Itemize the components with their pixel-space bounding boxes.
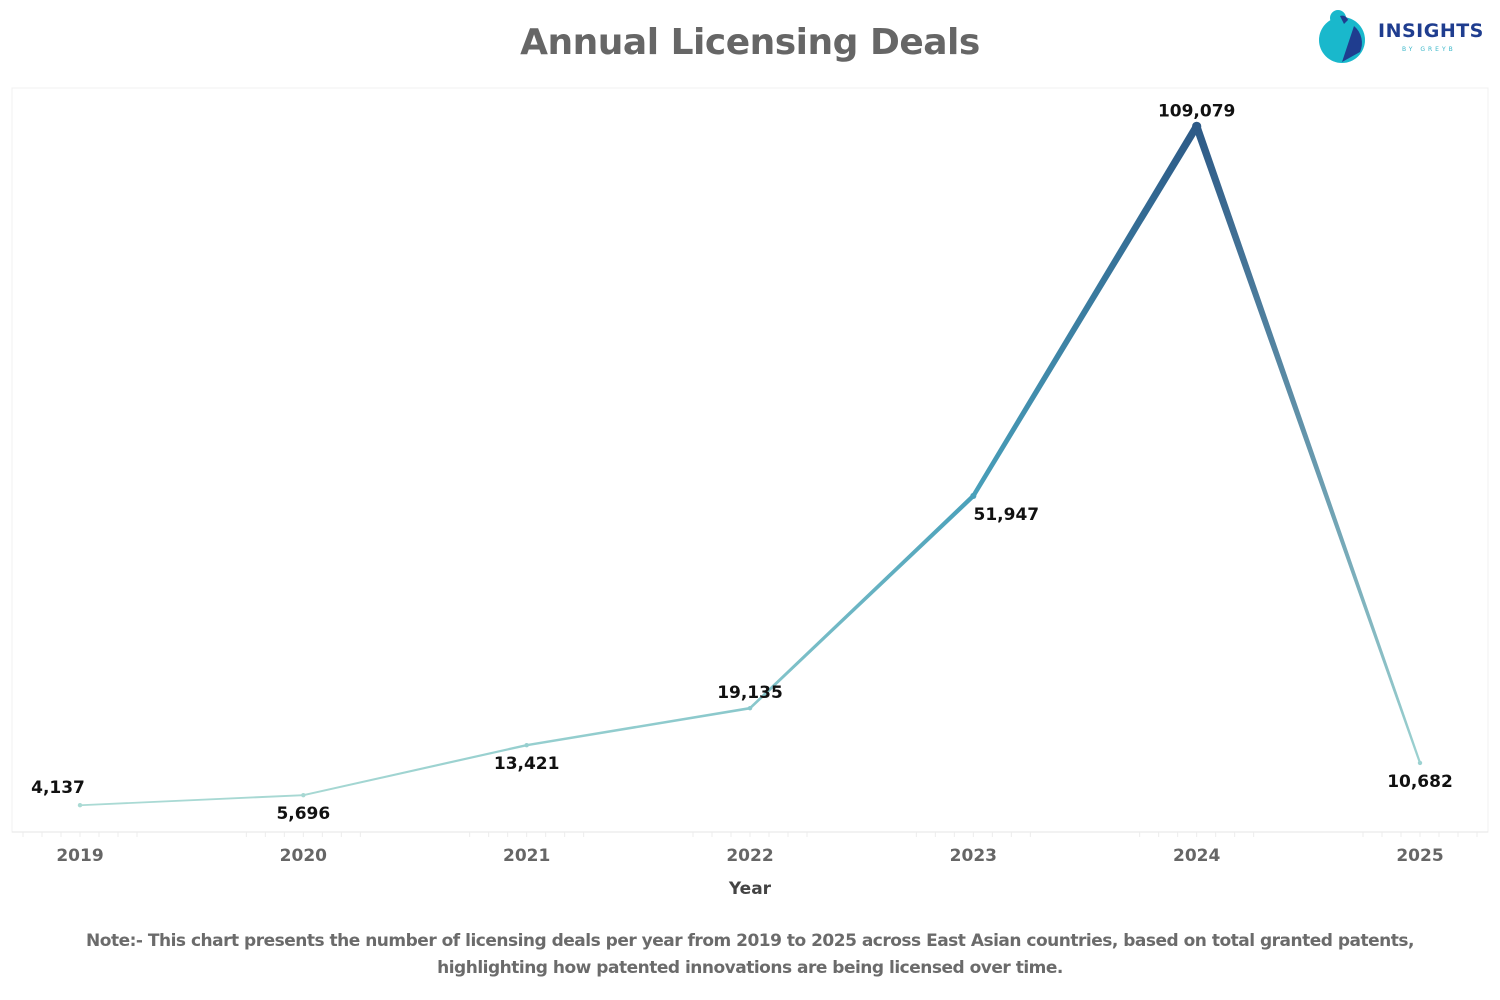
- chart-title: Annual Licensing Deals: [520, 22, 980, 63]
- line-segment-2021-2022: [526, 706, 751, 747]
- data-label-2022: 19,135: [717, 683, 783, 703]
- line-segment-2024-2025: [1193, 125, 1422, 764]
- data-point-2023: [970, 492, 977, 499]
- data-point-2022: [747, 706, 753, 711]
- line-series: [79, 124, 1422, 807]
- x-tick-label-2022: 2022: [726, 846, 773, 866]
- data-label-2025: 10,682: [1387, 772, 1453, 792]
- data-point-2019: [77, 803, 83, 808]
- note-line-2: highlighting how patented innovations ar…: [437, 958, 1063, 978]
- data-label-2024: 109,079: [1158, 101, 1235, 121]
- x-tick-label-2023: 2023: [950, 846, 997, 866]
- line-segment-2020-2021: [303, 744, 527, 797]
- logo-text: INSIGHTS: [1378, 20, 1484, 42]
- line-chart: 4,137 5,696 13,421 19,135 51,947 109,079 10,68…: [11, 87, 1489, 899]
- line-segment-2023-2024: [971, 124, 1200, 498]
- chart-note: Note:- This chart presents the number of…: [0, 928, 1500, 982]
- plot-area-border: [11, 87, 1489, 833]
- x-tick-labels: 2019 2020 2021 2022 2023 2024 2025: [56, 846, 1443, 866]
- data-label-2019: 4,137: [31, 778, 85, 798]
- data-point-2021: [524, 742, 529, 748]
- x-axis-label: Year: [728, 879, 772, 899]
- data-point-2024: [1192, 121, 1202, 131]
- x-tick-label-2021: 2021: [503, 846, 550, 866]
- line-segment-2019-2020: [79, 794, 304, 807]
- insights-logo: INSIGHTS BY GREYB: [1318, 6, 1498, 72]
- x-tick-label-2024: 2024: [1173, 846, 1220, 866]
- line-segment-2022-2023: [749, 494, 975, 710]
- note-line-1: Note:- This chart presents the number of…: [86, 931, 1414, 951]
- data-points: [77, 121, 1423, 808]
- data-label-2020: 5,696: [276, 804, 330, 824]
- x-tick-label-2020: 2020: [280, 846, 327, 866]
- data-labels: 4,137 5,696 13,421 19,135 51,947 109,079 10,68…: [31, 101, 1453, 824]
- data-label-2021: 13,421: [494, 754, 560, 774]
- logo-mark-icon: [1319, 10, 1365, 63]
- logo-subtext: BY GREYB: [1402, 46, 1456, 53]
- x-tick-label-2019: 2019: [56, 846, 103, 866]
- data-point-2020: [301, 792, 306, 798]
- data-label-2023: 51,947: [974, 505, 1040, 525]
- x-tick-label-2025: 2025: [1396, 846, 1443, 866]
- x-axis-ticks: [22, 832, 1478, 837]
- data-point-2025: [1417, 760, 1423, 766]
